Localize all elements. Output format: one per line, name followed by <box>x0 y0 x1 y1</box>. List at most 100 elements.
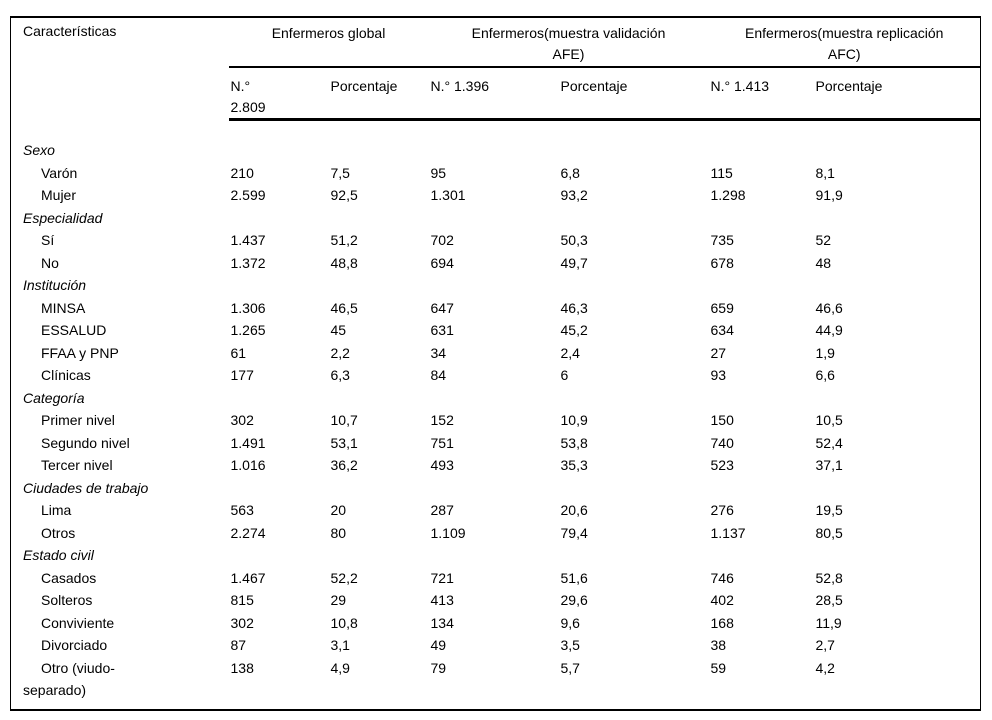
cell-value: 493 <box>430 457 454 473</box>
cell-value: 10,9 <box>560 412 588 428</box>
cell-value: 2,7 <box>815 637 835 653</box>
table-row: Solteros 815 29 413 29,6 402 28,5 <box>11 589 981 612</box>
table-body: Sexo Varón 210 7,5 95 6,8 115 8,1 Mujer 2.599 92,5… <box>11 120 981 710</box>
table-row: Sí 1.437 51,2 702 50,3 735 52 <box>11 229 981 252</box>
cell-value: 19,5 <box>815 502 843 518</box>
cell-value: 1.137 <box>710 524 746 541</box>
column-header-caracteristicas: Características <box>23 23 117 39</box>
cell-value: 59 <box>710 659 727 676</box>
cell-value: 694 <box>430 254 454 271</box>
row-label: Segundo nivel <box>41 434 130 451</box>
cell-value: 29 <box>330 592 347 608</box>
cell-value: 52,8 <box>815 569 843 586</box>
subheader-row: N.° 2.809 Porcentaje N.° 1.396 Porcentaj… <box>11 67 981 121</box>
cell-value: 1.306 <box>230 299 266 316</box>
cell-value: 4,9 <box>330 659 350 676</box>
cell-value: 152 <box>430 412 454 428</box>
section-row: Estado civil <box>11 544 981 567</box>
group-header-muestra-validacion-afe: Enfermeros(muestra validación AFE) <box>428 17 709 68</box>
row-label: Casados <box>41 569 97 586</box>
table-row: Clínicas 177 6,3 84 6 93 6,6 <box>11 364 981 387</box>
cell-value: 1.301 <box>430 187 466 203</box>
characteristics-table: Características Enfermeros global Enferm… <box>10 16 981 711</box>
table-row: No 1.372 48,8 694 49,7 678 48 <box>11 252 981 275</box>
cell-value: 2.274 <box>230 524 266 541</box>
table-row: MINSA 1.306 46,5 647 46,3 659 46,6 <box>11 297 981 320</box>
cell-value: 20,6 <box>560 502 588 518</box>
cell-value: 1.298 <box>710 187 746 203</box>
section-row: Ciudades de trabajo <box>11 477 981 500</box>
cell-value: 10,8 <box>330 614 358 631</box>
cell-value: 3,1 <box>330 637 350 653</box>
cell-value: 20 <box>330 502 347 518</box>
group-header-enfermeros-global: Enfermeros global <box>228 17 429 68</box>
row-label: Lima <box>41 502 72 518</box>
cell-value: 177 <box>230 367 254 383</box>
cell-value: 52 <box>815 232 832 248</box>
table-row: Otro (viudo- separado) 138 4,9 79 5,7 59 4,2 <box>11 657 981 710</box>
cell-value: 276 <box>710 502 734 518</box>
section-row: Sexo <box>11 120 981 162</box>
row-label: MINSA <box>41 299 86 316</box>
subheader-porcentaje-afc: Porcentaje <box>813 67 981 121</box>
cell-value: 53,1 <box>330 434 358 451</box>
cell-value: 92,5 <box>330 187 358 203</box>
cell-value: 402 <box>710 592 734 608</box>
table-row: Mujer 2.599 92,5 1.301 93,2 1.298 91,9 <box>11 184 981 207</box>
cell-value: 302 <box>230 412 254 428</box>
cell-value: 49 <box>430 637 447 653</box>
cell-value: 150 <box>710 412 734 428</box>
cell-value: 721 <box>430 569 454 586</box>
cell-value: 647 <box>430 299 454 316</box>
cell-value: 1.016 <box>230 457 266 473</box>
cell-value: 95 <box>430 164 447 181</box>
subheader-n-afc: N.° 1.413 <box>708 67 814 121</box>
cell-value: 45,2 <box>560 322 588 338</box>
cell-value: 46,5 <box>330 299 358 316</box>
cell-value: 523 <box>710 457 734 473</box>
table-row: Segundo nivel 1.491 53,1 751 53,8 740 52,4 <box>11 432 981 455</box>
cell-value: 210 <box>230 164 254 181</box>
cell-value: 35,3 <box>560 457 588 473</box>
table-row: Lima 563 20 287 20,6 276 19,5 <box>11 499 981 522</box>
cell-value: 51,6 <box>560 569 588 586</box>
cell-value: 48 <box>815 254 832 271</box>
cell-value: 815 <box>230 592 254 608</box>
cell-value: 659 <box>710 299 734 316</box>
cell-value: 287 <box>430 502 454 518</box>
cell-value: 48,8 <box>330 254 358 271</box>
table-row: FFAA y PNP 61 2,2 34 2,4 27 1,9 <box>11 342 981 365</box>
cell-value: 36,2 <box>330 457 358 473</box>
cell-value: 2,4 <box>560 344 580 361</box>
cell-value: 51,2 <box>330 232 358 248</box>
table-row: Conviviente 302 10,8 134 9,6 168 11,9 <box>11 612 981 635</box>
cell-value: 6 <box>560 367 569 383</box>
table-row: Varón 210 7,5 95 6,8 115 8,1 <box>11 162 981 185</box>
cell-value: 61 <box>230 344 247 361</box>
cell-value: 52,4 <box>815 434 843 451</box>
cell-value: 84 <box>430 367 447 383</box>
section-label: Institución <box>23 277 87 293</box>
row-label: Divorciado <box>41 637 108 653</box>
cell-value: 1,9 <box>815 344 835 361</box>
cell-value: 87 <box>230 637 247 653</box>
row-label: Clínicas <box>41 367 91 383</box>
row-label: ESSALUD <box>41 322 107 338</box>
section-row: Categoría <box>11 387 981 410</box>
cell-value: 8,1 <box>815 164 835 181</box>
cell-value: 11,9 <box>815 614 842 631</box>
row-label: Primer nivel <box>41 412 115 428</box>
cell-value: 138 <box>230 659 254 676</box>
cell-value: 45 <box>330 322 347 338</box>
cell-value: 735 <box>710 232 734 248</box>
section-label: Sexo <box>23 142 55 158</box>
cell-value: 6,6 <box>815 367 835 383</box>
cell-value: 168 <box>710 614 734 631</box>
row-label: Otro (viudo- separado) <box>23 659 115 699</box>
section-label: Categoría <box>23 389 85 406</box>
table-row: Casados 1.467 52,2 721 51,6 746 52,8 <box>11 567 981 590</box>
cell-value: 79 <box>430 659 447 676</box>
row-label: Tercer nivel <box>41 457 113 473</box>
cell-value: 2,2 <box>330 344 350 361</box>
